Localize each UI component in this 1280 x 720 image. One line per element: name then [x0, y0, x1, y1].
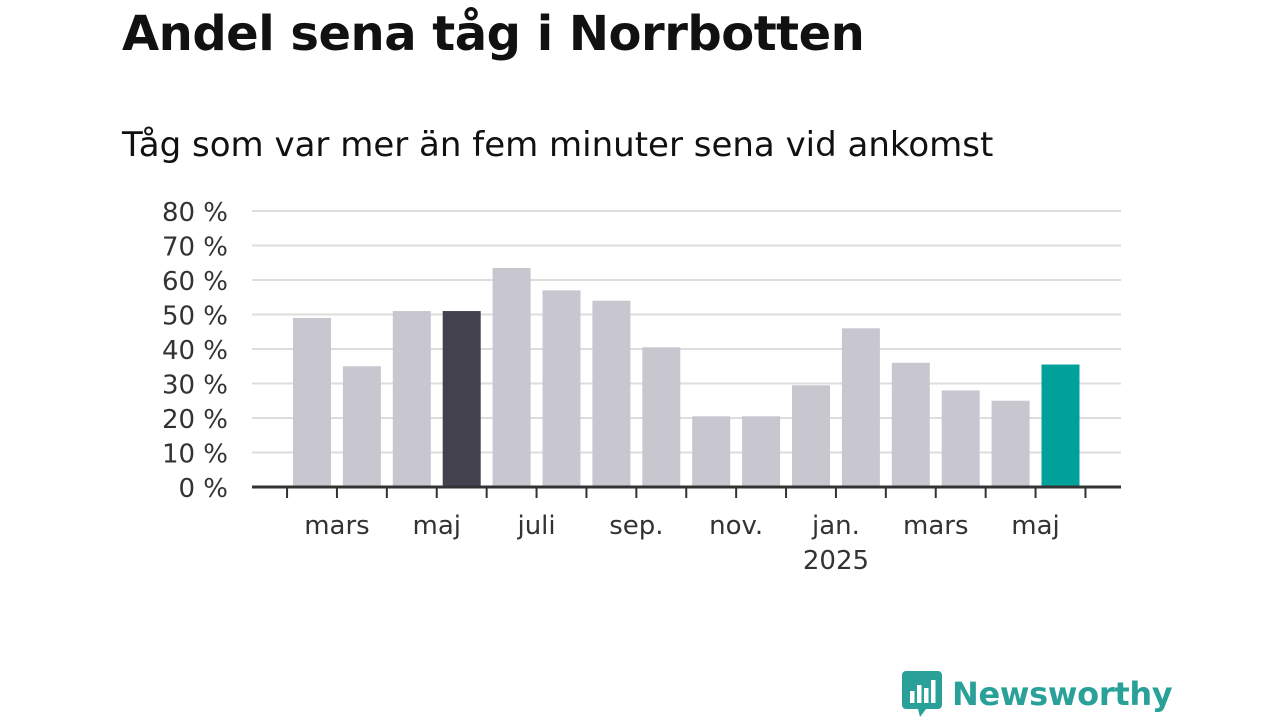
x-tick-label: maj — [1011, 511, 1059, 541]
y-tick-label: 40 % — [162, 336, 228, 366]
x-tick-label: juli — [516, 511, 555, 541]
brand-name: Newsworthy — [952, 675, 1173, 713]
y-tick-label: 10 % — [162, 440, 228, 470]
bar-chart-speech-bubble-icon — [902, 671, 942, 717]
bar-chart: 0 % 10 % 20 % 30 % 40 % 50 % 60 % 70 % 80 % mars… — [162, 198, 1121, 576]
x-tick-label: nov. — [709, 511, 763, 541]
bar-2024-05 — [442, 311, 481, 487]
x-axis-ticks: mars maj juli sep. nov. jan. 2025 mars maj — [286, 487, 1087, 576]
x-tick-label: sep. — [609, 511, 663, 541]
y-tick-label: 20 % — [162, 405, 228, 435]
y-tick-label: 80 % — [162, 198, 228, 228]
bar-2025-01 — [841, 328, 880, 487]
y-tick-label: 60 % — [162, 267, 228, 297]
y-tick-label: 50 % — [162, 302, 228, 332]
y-tick-label: 30 % — [162, 371, 228, 401]
x-tick-year-label: 2025 — [803, 546, 869, 576]
y-axis-ticks: 0 % 10 % 20 % 30 % 40 % 50 % 60 % 70 % 80 % — [162, 198, 228, 504]
bar-2024-08 — [592, 300, 631, 487]
newsworthy-logo: Newsworthy — [902, 671, 1173, 717]
bar-2024-03 — [342, 366, 381, 487]
bar-2024-11 — [742, 416, 781, 487]
bar-2024-09 — [642, 347, 681, 487]
bar-2025-03 — [941, 390, 980, 487]
bar-2024-06 — [492, 267, 531, 487]
bar-2024-02 — [293, 317, 331, 487]
bar-2025-04 — [991, 400, 1030, 487]
bar-2024-12 — [792, 385, 830, 487]
gridlines — [252, 210, 1121, 454]
y-tick-label: 70 % — [162, 233, 228, 263]
bar-2025-02 — [891, 362, 930, 487]
x-tick-label: mars — [903, 511, 969, 541]
x-tick-label: mars — [304, 511, 370, 541]
bar-2024-10 — [692, 416, 731, 487]
chart-title: Andel sena tåg i Norrbotten — [122, 6, 865, 62]
x-tick-label: jan. — [811, 511, 860, 541]
bar-2024-04 — [392, 311, 431, 487]
bar-2025-05 — [1041, 364, 1080, 487]
chart-subtitle: Tåg som var mer än fem minuter sena vid … — [122, 125, 994, 165]
y-tick-label: 0 % — [178, 474, 228, 504]
x-tick-label: maj — [413, 511, 461, 541]
bars — [293, 267, 1080, 487]
bar-2024-07 — [542, 290, 581, 487]
